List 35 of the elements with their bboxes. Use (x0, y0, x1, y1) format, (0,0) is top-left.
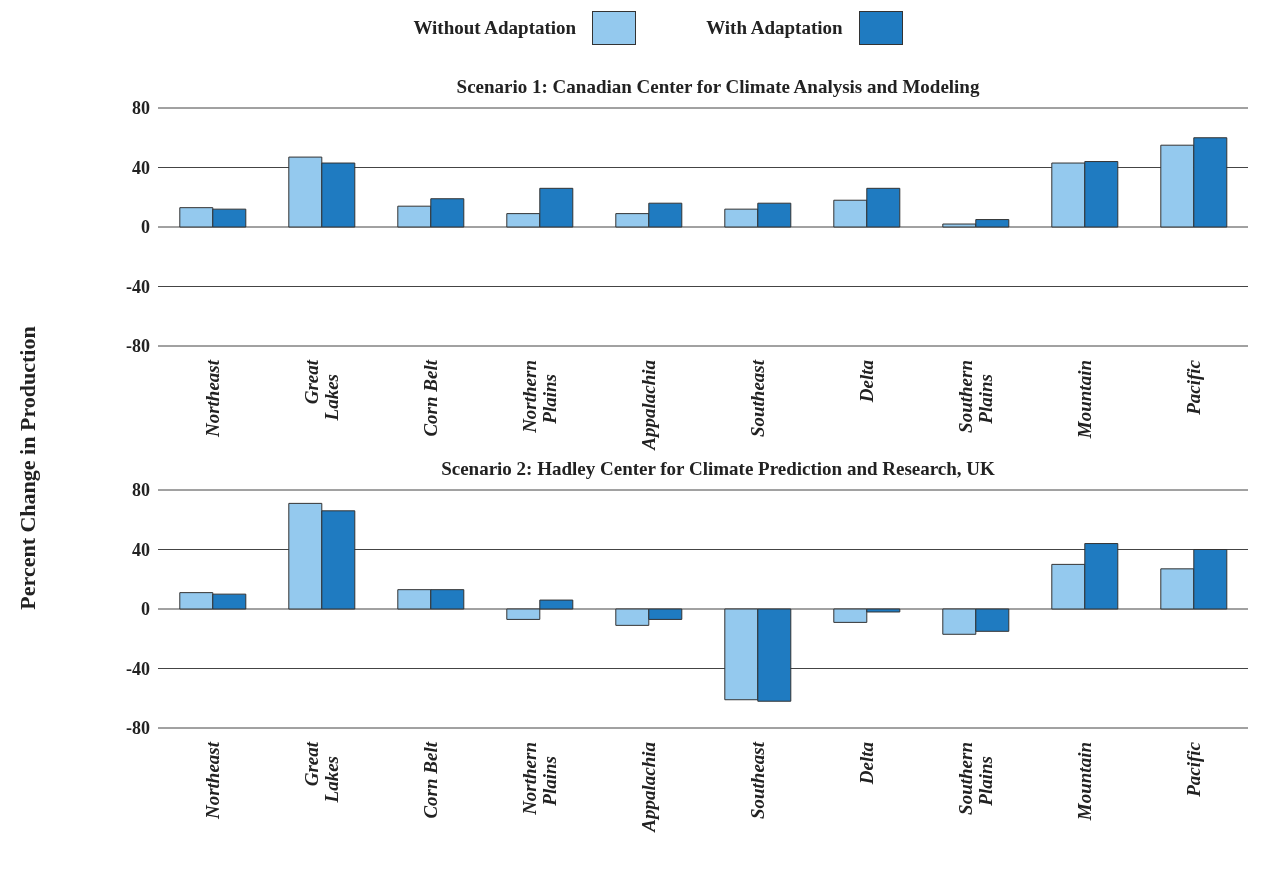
chart-title: Scenario 2: Hadley Center for Climate Prediction and Research, UK (440, 458, 996, 480)
x-tick-label: Northeast (202, 359, 223, 439)
x-tick-label: Southern Plains (955, 360, 996, 433)
x-tick-label: Northern Plains (519, 360, 560, 434)
legend-label: With Adaptation (706, 17, 843, 39)
x-tick-label: Great Lakes (301, 359, 342, 422)
x-tick-label: Mountain (1074, 360, 1095, 440)
x-tick-label: Northern Plains (519, 742, 560, 816)
x-tick-label: Southeast (747, 741, 768, 820)
x-tick-label: Mountain (1074, 742, 1095, 822)
x-tick-label: Pacific (1183, 741, 1204, 798)
x-tick-label: Delta (856, 741, 877, 786)
x-tick-label: Pacific (1183, 359, 1204, 416)
x-tick-label: Corn Belt (420, 359, 441, 437)
x-tick-label: Great Lakes (301, 741, 342, 804)
x-tick-label: Southern Plains (955, 742, 996, 815)
x-tick-label: Corn Belt (420, 741, 441, 819)
y-tick-label: -40 (126, 658, 150, 679)
y-axis-title: Percent Change in Production (15, 326, 41, 610)
x-tick-label: Southeast (747, 359, 768, 438)
chart-title: Scenario 1: Canadian Center for Climate Analysis and Modeling (455, 76, 981, 98)
x-tick-label: Delta (856, 359, 877, 404)
y-tick-label: 40 (132, 539, 150, 560)
x-tick-label: Northeast (202, 741, 223, 821)
legend-label: Without Adaptation (413, 17, 577, 39)
y-tick-label: -80 (126, 718, 150, 739)
x-tick-label: Appalachia (638, 359, 659, 451)
y-tick-label: 80 (132, 480, 150, 501)
y-tick-label: 0 (141, 217, 150, 238)
y-tick-label: -40 (126, 276, 150, 297)
y-tick-label: -80 (126, 336, 150, 357)
y-tick-label: 80 (132, 98, 150, 119)
x-tick-label: Appalachia (638, 741, 659, 833)
y-tick-label: 0 (141, 599, 150, 620)
y-tick-label: 40 (132, 157, 150, 178)
